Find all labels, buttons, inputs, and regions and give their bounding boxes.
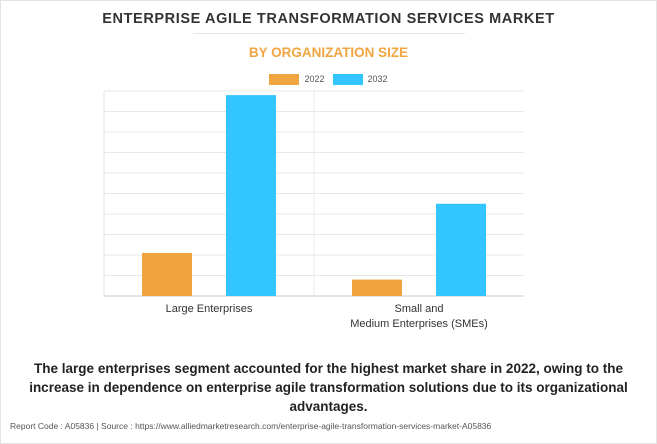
bar-chart: Large Enterprises Small and Medium Enterpr… [103, 90, 524, 330]
chart-subtitle: BY ORGANIZATION SIZE [248, 45, 409, 60]
x-tick-label: Medium Enterprises (SMEs) [350, 318, 488, 330]
bar-2022-large-enterprises [142, 252, 192, 296]
legend: 2022 2032 [0, 72, 657, 86]
bar-2032-smes [436, 203, 486, 296]
legend-label-2032: 2032 [367, 74, 388, 84]
x-tick-label: Small and [395, 303, 444, 315]
legend-item-2022: 2022 [269, 73, 325, 85]
chart-title: ENTERPRISE AGILE TRANSFORMATION SERVICES… [102, 11, 555, 27]
x-tick-label: Large Enterprises [166, 303, 253, 315]
bar-2022-smes [352, 279, 402, 296]
title-divider [193, 33, 465, 34]
bar-2032-large-enterprises [226, 95, 276, 296]
chart-description: The large enterprises segment accounted … [29, 361, 628, 414]
legend-item-2032: 2032 [332, 73, 388, 85]
source-footer: Report Code : A05836 | Source : https://… [10, 421, 492, 431]
legend-swatch-2022 [269, 73, 300, 85]
legend-swatch-2032 [332, 73, 363, 85]
legend-label-2022: 2022 [304, 74, 325, 84]
